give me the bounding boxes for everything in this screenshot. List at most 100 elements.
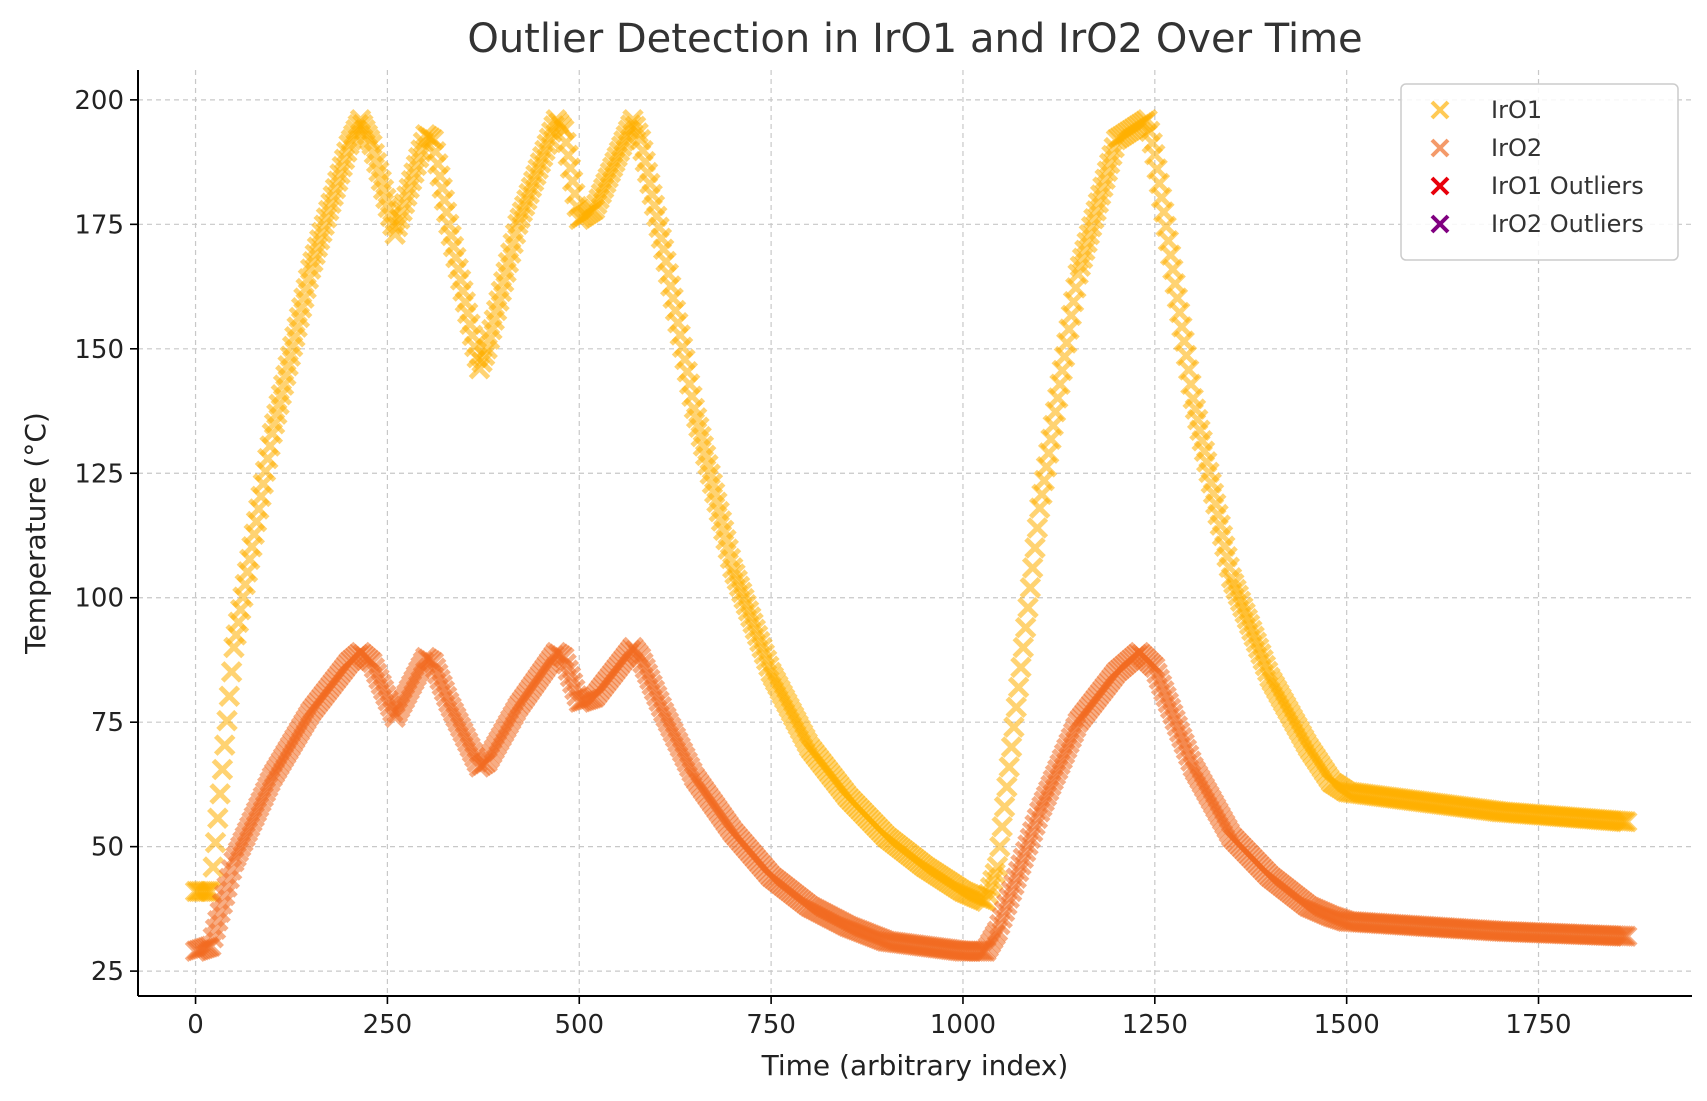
point-iro1 — [1247, 637, 1270, 659]
point-iro2 — [1171, 726, 1193, 749]
point-iro1 — [534, 139, 556, 162]
point-iro1 — [209, 783, 231, 805]
point-iro1 — [211, 758, 234, 781]
point-iro1 — [749, 630, 771, 653]
point-iro2 — [1155, 685, 1177, 708]
point-iro1 — [1236, 608, 1259, 630]
y-tick-label: 100 — [74, 584, 124, 614]
point-iro1 — [731, 581, 753, 604]
point-iro2 — [1146, 662, 1168, 685]
y-axis-title: Temperature (°C) — [19, 412, 52, 655]
point-iro1 — [218, 685, 241, 708]
point-iro1 — [744, 618, 767, 641]
y-tick-label: 150 — [74, 335, 124, 365]
point-iro1 — [755, 649, 778, 671]
point-iro1 — [998, 756, 1020, 778]
point-iro1 — [1232, 596, 1254, 618]
point-iro2 — [1616, 925, 1638, 948]
point-iro1 — [1021, 557, 1044, 579]
point-iro1 — [724, 563, 746, 585]
point-iro2 — [1177, 744, 1200, 767]
point-iro2 — [1166, 715, 1189, 737]
point-iro1 — [753, 643, 776, 665]
legend-label-iro1-outliers: IrO1 Outliers — [1491, 172, 1644, 200]
point-iro1 — [1616, 810, 1638, 833]
legend-marker-iro2 — [1430, 138, 1450, 158]
y-tick-label: 50 — [91, 833, 124, 863]
point-iro1 — [1000, 736, 1023, 758]
point-iro1 — [1223, 572, 1245, 595]
point-iro1 — [1241, 619, 1263, 642]
legend-marker-iro2-outliers — [1430, 214, 1450, 234]
point-iro1 — [1026, 517, 1049, 539]
point-iro1 — [1227, 584, 1250, 607]
x-axis-title: Time (arbitrary index) — [761, 1049, 1069, 1082]
point-iro1 — [1014, 616, 1037, 639]
legend-box — [1400, 83, 1679, 261]
point-iro2 — [1175, 738, 1198, 761]
point-iro1 — [1234, 602, 1256, 624]
point-iro1 — [527, 158, 549, 180]
point-iro1 — [993, 796, 1016, 818]
point-iro1 — [213, 734, 236, 756]
point-iro1 — [509, 207, 531, 229]
y-tick-label: 200 — [74, 86, 124, 116]
point-iro1 — [220, 661, 243, 683]
point-iro2 — [1168, 721, 1191, 743]
point-iro2 — [1148, 668, 1171, 690]
point-iro1 — [1010, 656, 1032, 679]
point-iro1 — [721, 557, 744, 579]
point-iro1 — [742, 612, 764, 634]
x-tick-label: 1000 — [930, 1010, 996, 1040]
point-iro1 — [737, 600, 760, 622]
y-tick-label: 125 — [74, 459, 124, 489]
point-iro1 — [507, 213, 529, 236]
point-iro2 — [1144, 656, 1166, 679]
point-iro1 — [751, 637, 773, 659]
point-iro1 — [996, 776, 1018, 798]
point-iro1 — [728, 575, 751, 598]
point-iro1 — [1250, 643, 1272, 665]
x-tick-label: 0 — [187, 1010, 204, 1040]
point-iro1 — [1245, 631, 1268, 654]
point-iro1 — [1220, 567, 1243, 589]
point-iro1 — [511, 201, 534, 223]
point-iro1 — [204, 831, 227, 854]
point-iro1 — [529, 152, 552, 174]
legend-label-iro2-outliers: IrO2 Outliers — [1491, 210, 1644, 238]
point-iro1 — [536, 133, 558, 156]
chart-title: Outlier Detection in IrO1 and IrO2 Over … — [467, 16, 1362, 62]
series-layer — [184, 109, 1638, 962]
y-tick-label: 75 — [91, 708, 124, 738]
point-iro1 — [520, 176, 543, 199]
point-iro1 — [1024, 537, 1046, 559]
point-iro1 — [1225, 578, 1247, 601]
point-iro1 — [1229, 590, 1252, 613]
point-iro1 — [1012, 636, 1035, 659]
x-tick-label: 1250 — [1122, 1010, 1188, 1040]
point-iro2 — [1153, 680, 1175, 702]
point-iro1 — [1254, 654, 1277, 677]
point-iro1 — [989, 835, 1011, 858]
point-iro2 — [1157, 691, 1180, 714]
legend: IrO1 IrO2 IrO1 Outliers IrO2 Outliers — [1400, 83, 1679, 261]
point-iro1 — [531, 145, 554, 168]
point-iro1 — [986, 855, 1009, 878]
x-tick-label: 1500 — [1314, 1010, 1380, 1040]
point-iro1 — [202, 856, 224, 878]
point-iro1 — [1243, 625, 1265, 648]
point-iro1 — [733, 587, 755, 610]
series-iro2 — [184, 636, 1638, 962]
x-tick-label: 1750 — [1505, 1010, 1571, 1040]
point-iro2 — [1164, 709, 1186, 731]
point-iro1 — [1005, 696, 1028, 719]
point-iro1 — [518, 182, 540, 205]
point-iro2 — [1173, 732, 1195, 755]
point-iro1 — [1003, 716, 1025, 738]
point-iro2 — [1159, 697, 1182, 720]
legend-marker-iro1-outliers — [1430, 176, 1450, 196]
series-iro1 — [184, 109, 1638, 913]
point-iro1 — [207, 807, 229, 830]
point-iro1 — [1017, 596, 1039, 619]
